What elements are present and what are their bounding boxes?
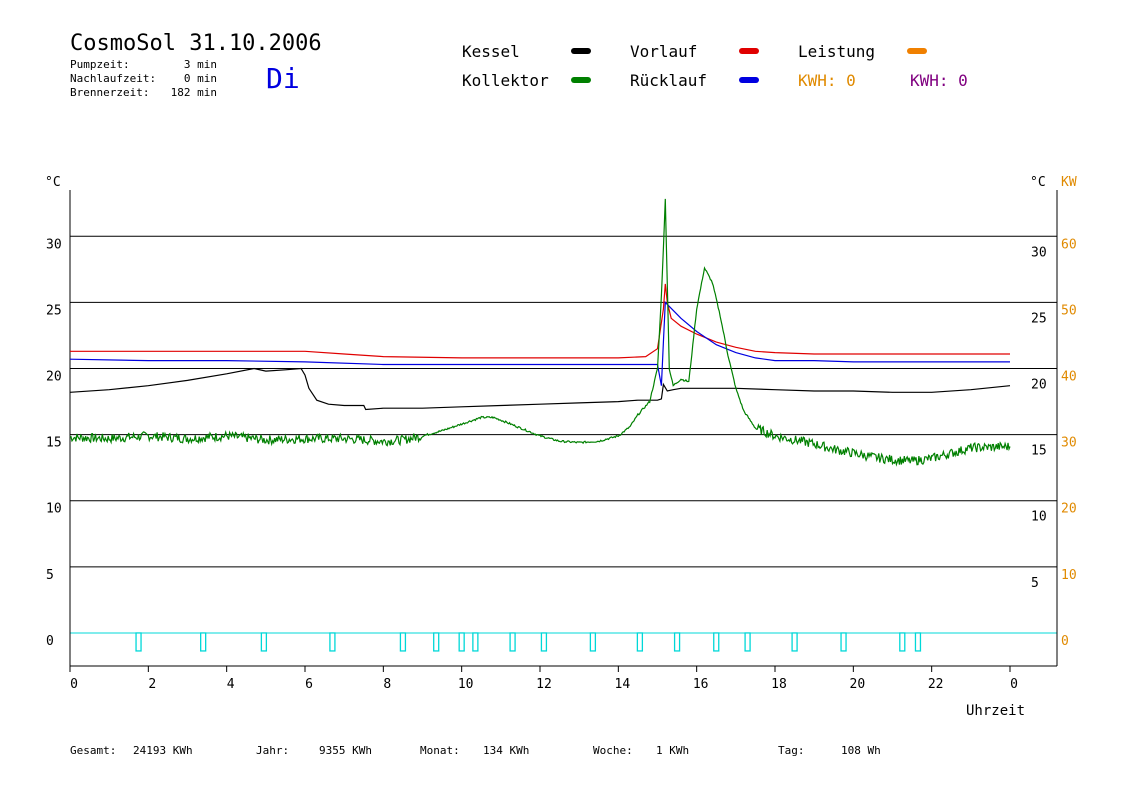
legend-label: Kessel	[462, 42, 520, 61]
y-axis-unit-left: °C	[45, 175, 61, 190]
x-axis-label: Uhrzeit	[966, 703, 1025, 719]
pump-pulse	[589, 632, 597, 652]
footer-label: Tag:	[778, 744, 805, 757]
y-axis-unit-right: °C	[1030, 175, 1046, 190]
legend-swatch	[739, 77, 759, 83]
x-tick-label: 4	[227, 677, 235, 692]
legend-label: Rücklauf	[630, 71, 707, 90]
footer-label: Monat:	[420, 744, 460, 757]
x-tick-label: 0	[70, 677, 78, 692]
pump-pulse	[509, 632, 516, 652]
x-tick-label: 6	[305, 677, 313, 692]
pump-pulse	[636, 632, 644, 652]
pump-pulse	[472, 632, 479, 652]
y-tick-label-left: 25	[46, 303, 62, 318]
series-line-rücklauf	[69, 301, 1010, 386]
x-tick-label: 8	[383, 677, 391, 692]
pump-pulse	[329, 632, 336, 652]
x-tick-label: 20	[850, 677, 866, 692]
pump-pulse	[200, 632, 207, 652]
footer-label: Jahr:	[256, 744, 289, 757]
legend-label: Leistung	[798, 42, 875, 61]
y-tick-label-right: 20	[1031, 378, 1047, 393]
y-tick-label-right: 15	[1031, 444, 1047, 459]
y-tick-label-kw: 40	[1061, 370, 1077, 385]
pump-pulse	[399, 632, 407, 652]
footer-label: Gesamt:	[70, 744, 116, 757]
chart-title: CosmoSol 31.10.2006	[70, 31, 322, 56]
x-tick-label: 2	[148, 677, 156, 692]
x-tick-label: 10	[458, 677, 474, 692]
info-label: Brennerzeit:	[70, 86, 149, 99]
y-tick-label-left: 15	[46, 436, 62, 451]
y-tick-label-kw: 10	[1061, 568, 1077, 583]
info-value: 182 min	[171, 86, 217, 99]
y-tick-label-left: 20	[46, 370, 62, 385]
y-tick-label-left: 10	[46, 502, 62, 517]
x-tick-label: 0	[1010, 677, 1018, 692]
pump-pulse	[914, 632, 922, 652]
y-tick-label-right: 25	[1031, 311, 1047, 326]
x-tick-label: 16	[693, 677, 709, 692]
series-line-kessel	[69, 367, 1011, 411]
info-block: Pumpzeit: 3 min Nachlaufzeit: 0 min Brennerz…	[70, 58, 217, 99]
footer-value: 24193 KWh	[133, 744, 193, 757]
series-line-kollektor	[69, 198, 1011, 467]
info-label: Nachlaufzeit:	[70, 72, 156, 85]
footer-value: 1 KWh	[656, 744, 689, 757]
y-tick-label-kw: 20	[1061, 502, 1077, 517]
legend-swatch	[739, 48, 759, 54]
x-tick-label: 12	[536, 677, 552, 692]
info-value: 3 min	[184, 58, 217, 71]
footer-label: Woche:	[593, 744, 633, 757]
x-tick-label: 18	[771, 677, 787, 692]
legend-swatch	[571, 77, 591, 83]
footer-stats: Gesamt: 24193 KWh Jahr: 9355 KWh Monat: 134 K…	[70, 744, 881, 757]
y-tick-label-kw: 60	[1061, 237, 1077, 252]
y-tick-label-right: 30	[1031, 245, 1047, 260]
y-tick-label-kw: 50	[1061, 303, 1077, 318]
legend-swatch	[571, 48, 591, 54]
y-tick-label-left: 30	[46, 237, 62, 252]
series-group	[69, 198, 1011, 467]
footer-value: 9355 KWh	[319, 744, 372, 757]
y-axis-unit-right2: KW	[1061, 175, 1077, 190]
info-label: Pumpzeit:	[70, 58, 130, 71]
pump-pulse	[899, 632, 906, 652]
y-tick-label-kw: 0	[1061, 634, 1069, 649]
legend: Kessel Vorlauf Leistung Kollektor Rücklauf	[462, 42, 927, 90]
pump-pulse	[791, 632, 798, 652]
pump-pulse	[433, 632, 440, 652]
pump-pulse	[744, 632, 751, 652]
pump-pulse	[458, 632, 465, 652]
x-tick-label: 14	[615, 677, 631, 692]
pump-pulse	[673, 632, 681, 652]
day-label: Di	[266, 62, 300, 95]
info-value: 0 min	[184, 72, 217, 85]
pump-pulse	[135, 632, 142, 652]
y-tick-label-left: 0	[46, 634, 54, 649]
footer-value: 108 Wh	[841, 744, 881, 757]
pump-pulse	[713, 632, 720, 652]
pump-pulse	[540, 632, 548, 652]
y-tick-label-right: 10	[1031, 510, 1047, 525]
series-line-vorlauf	[70, 283, 1010, 359]
y-tick-label-left: 5	[46, 568, 54, 583]
kwh1-label: KWH: 0	[798, 71, 856, 90]
pump-pulse	[840, 632, 847, 652]
y-tick-label-kw: 30	[1061, 436, 1077, 451]
pump-pulses	[135, 632, 922, 652]
grid	[70, 235, 1057, 634]
kwh2-label: KWH: 0	[910, 71, 968, 90]
legend-swatch	[907, 48, 927, 54]
pump-pulse	[260, 632, 268, 652]
legend-label: Kollektor	[462, 71, 549, 90]
footer-value: 134 KWh	[483, 744, 529, 757]
y-tick-label-right: 5	[1031, 576, 1039, 591]
x-tick-label: 22	[928, 677, 944, 692]
legend-label: Vorlauf	[630, 42, 697, 61]
